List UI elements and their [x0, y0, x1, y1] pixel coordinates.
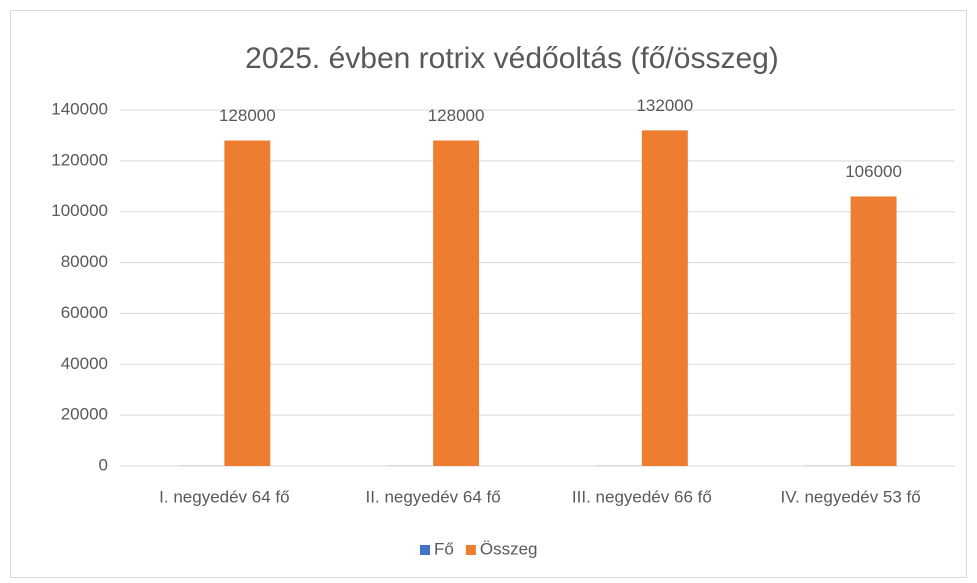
x-tick-label: I. negyedév 64 fő — [159, 487, 289, 506]
legend-label: Fő — [434, 539, 454, 558]
bar — [433, 140, 480, 466]
chart-border — [10, 10, 967, 578]
y-tick-label: 60000 — [61, 303, 108, 322]
bar — [850, 196, 897, 466]
y-tick-label: 0 — [99, 455, 108, 474]
y-tick-label: 20000 — [61, 405, 108, 424]
x-tick-label: III. negyedév 66 fő — [572, 487, 712, 506]
data-label: 132000 — [636, 96, 693, 115]
chart-title: 2025. évben rotrix védőoltás (fő/összeg) — [245, 42, 779, 75]
data-label: 128000 — [219, 106, 276, 125]
y-tick-label: 120000 — [51, 150, 108, 169]
x-tick-label: II. negyedév 64 fő — [366, 487, 501, 506]
legend-swatch — [465, 545, 476, 555]
legend-swatch — [420, 545, 430, 555]
y-tick-label: 80000 — [61, 252, 108, 271]
x-tick-label: IV. negyedév 53 fő — [781, 487, 921, 506]
bar — [224, 140, 271, 466]
bar — [641, 130, 688, 467]
data-label: 106000 — [845, 162, 902, 181]
y-tick-label: 40000 — [61, 354, 108, 373]
y-tick-label: 100000 — [51, 201, 108, 220]
data-label: 128000 — [428, 106, 485, 125]
y-tick-label: 140000 — [51, 99, 108, 118]
legend-label: Összeg — [480, 539, 538, 558]
